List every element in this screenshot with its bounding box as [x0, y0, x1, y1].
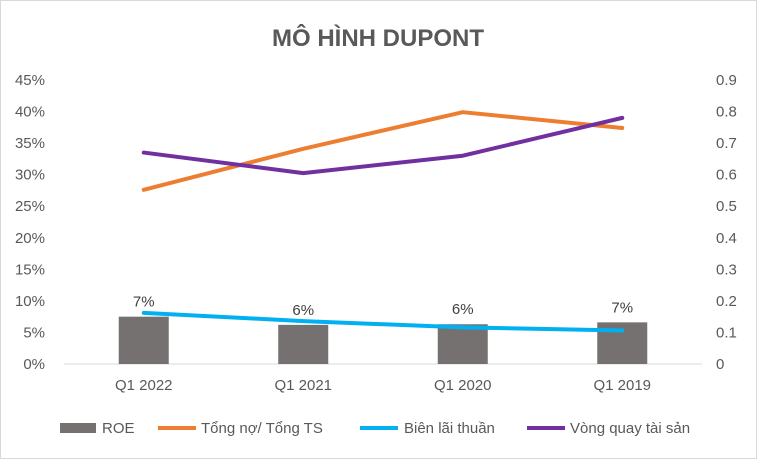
roe-bar — [278, 324, 329, 364]
x-tick-label: Q1 2022 — [115, 377, 173, 394]
y-right-tick-label: 0.5 — [716, 198, 737, 215]
y-right-tick-label: 0.4 — [716, 230, 737, 247]
asset-turnover-line — [141, 115, 625, 176]
y-right-tick-label: 0.2 — [716, 293, 737, 310]
legend-label: Vòng quay tài sản — [570, 420, 690, 437]
y-right-tick-label: 0.7 — [716, 135, 737, 152]
legend-label: Tổng nợ/ Tổng TS — [201, 420, 323, 437]
y-right-tick-label: 0.3 — [716, 261, 737, 278]
x-tick-label: Q1 2020 — [434, 377, 492, 394]
y-right-tick-label: 0.8 — [716, 104, 737, 121]
y-left-tick-label: 25% — [15, 198, 45, 215]
net-margin-line — [141, 310, 625, 333]
legend: ROE Tổng nợ/ Tổng TS Biên lãi thuần Vòng qu… — [60, 420, 690, 437]
y-right-tick-label: 0 — [716, 356, 724, 373]
y-left-tick-label: 5% — [23, 324, 45, 341]
legend-label: Biên lãi thuần — [404, 420, 495, 437]
y-right-tick-label: 0.6 — [716, 167, 737, 184]
y-left-tick-label: 20% — [15, 230, 45, 247]
debt-ratio-line — [141, 110, 625, 192]
y-left-tick-label: 40% — [15, 104, 45, 121]
roe-bar — [118, 316, 169, 364]
y-left-tick-label: 0% — [23, 356, 45, 373]
roe-data-label: 6% — [292, 302, 314, 319]
legend-swatch-roe — [60, 423, 96, 433]
x-tick-label: Q1 2021 — [274, 377, 332, 394]
roe-bar — [437, 324, 488, 364]
y-left-tick-label: 30% — [15, 167, 45, 184]
chart-title: MÔ HÌNH DUPONT — [272, 24, 484, 52]
y-left-tick-label: 35% — [15, 135, 45, 152]
roe-data-label: 6% — [452, 301, 474, 318]
y-left-tick-label: 10% — [15, 293, 45, 310]
x-tick-label: Q1 2019 — [593, 377, 651, 394]
legend-label: ROE — [102, 420, 135, 437]
roe-data-label: 7% — [611, 299, 633, 316]
y-right-tick-label: 0.9 — [716, 72, 737, 89]
roe-data-label: 7% — [133, 294, 155, 311]
y-right-tick-label: 0.1 — [716, 324, 737, 341]
plot-area: 0% 5% 10% 15% 20% 25% 30% 35% 40% 45% 0 0.1 0.2 0.3 0.… — [15, 72, 737, 394]
y-left-tick-label: 15% — [15, 261, 45, 278]
y-left-tick-label: 45% — [15, 72, 45, 89]
